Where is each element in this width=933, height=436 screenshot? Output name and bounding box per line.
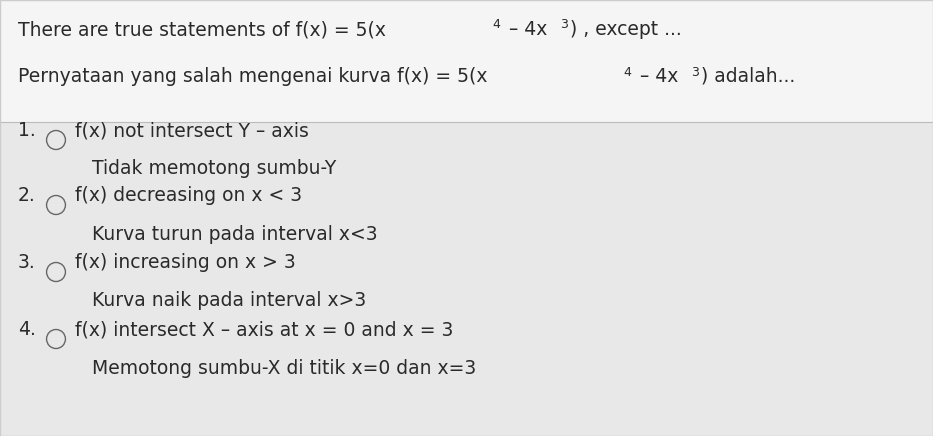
Text: Kurva turun pada interval x<3: Kurva turun pada interval x<3: [92, 225, 378, 244]
Text: – 4x: – 4x: [634, 67, 678, 86]
Text: Pernyataan yang salah mengenai kurva f(x) = 5(x: Pernyataan yang salah mengenai kurva f(x…: [18, 67, 488, 86]
Text: 2.: 2.: [18, 186, 35, 205]
Text: 3.: 3.: [18, 253, 35, 272]
Text: 4: 4: [493, 18, 501, 31]
Text: f(x) increasing on x > 3: f(x) increasing on x > 3: [75, 253, 296, 272]
Text: f(x) intersect X – axis at x = 0 and x = 3: f(x) intersect X – axis at x = 0 and x =…: [75, 320, 453, 339]
Text: 4: 4: [624, 65, 632, 78]
Text: 4.: 4.: [18, 320, 35, 339]
Bar: [0, 0, 933, 122]
Text: Tidak memotong sumbu-Y: Tidak memotong sumbu-Y: [92, 159, 336, 178]
Text: f(x) not intersect Y – axis: f(x) not intersect Y – axis: [75, 121, 309, 140]
Text: ) adalah...: ) adalah...: [702, 67, 796, 86]
Bar: [0, 122, 933, 436]
Text: 1.: 1.: [18, 121, 35, 140]
Text: – 4x: – 4x: [503, 20, 548, 39]
Text: 3: 3: [560, 18, 568, 31]
Text: ) , except ...: ) , except ...: [570, 20, 682, 39]
Text: Kurva naik pada interval x>3: Kurva naik pada interval x>3: [92, 291, 367, 310]
Text: Memotong sumbu-X di titik x=0 dan x=3: Memotong sumbu-X di titik x=0 dan x=3: [92, 359, 476, 378]
Text: f(x) decreasing on x < 3: f(x) decreasing on x < 3: [75, 186, 302, 205]
Text: 3: 3: [691, 65, 699, 78]
Text: There are true statements of f(x) = 5(x: There are true statements of f(x) = 5(x: [18, 20, 386, 39]
